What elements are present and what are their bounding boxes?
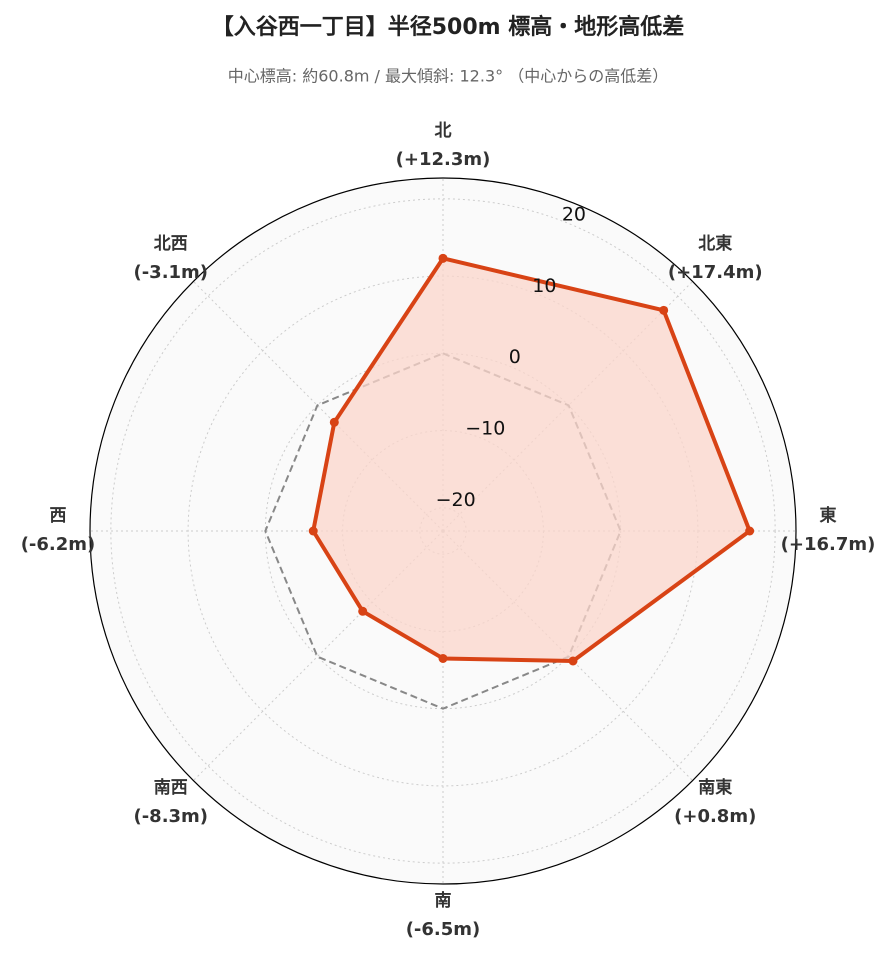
category-label: 東 [820, 505, 837, 526]
category-label: 北西 [154, 234, 188, 254]
y-tick-label: −10 [465, 417, 505, 439]
chart-subtitle: 中心標高: 約60.8m / 最大傾斜: 12.3° （中心からの高低差） [228, 67, 668, 86]
category-label: 西 [50, 506, 67, 526]
data-point [568, 656, 578, 666]
data-point [659, 305, 669, 315]
data-point [438, 653, 448, 663]
category-label: 北 [435, 121, 452, 141]
data-point [358, 606, 368, 616]
value-label: (-3.1m) [133, 262, 208, 283]
chart-title: 【入谷西一丁目】半径500m 標高・地形高低差 [212, 14, 685, 40]
y-tick-label: 20 [562, 203, 586, 225]
grid-circle [110, 198, 776, 864]
category-label: 南東 [698, 777, 732, 798]
grid-spoke [193, 530, 444, 781]
value-label: (-6.5m) [406, 919, 481, 940]
plot-border [89, 177, 797, 885]
data-point [745, 526, 755, 536]
data-point [329, 417, 339, 427]
data-point [308, 526, 318, 536]
category-label: 北東 [698, 233, 732, 254]
value-label: (+17.4m) [668, 262, 763, 283]
value-label: (+12.3m) [396, 149, 491, 170]
y-tick-label: 0 [509, 346, 521, 368]
y-tick-label: −20 [436, 489, 476, 511]
value-label: (+16.7m) [781, 534, 876, 555]
value-label: (-6.2m) [21, 534, 96, 555]
value-label: (+0.8m) [674, 806, 756, 827]
category-label: 南 [435, 890, 452, 911]
grid-spoke [193, 281, 444, 532]
category-label: 南西 [154, 777, 188, 798]
y-tick-label: 10 [532, 275, 556, 297]
data-point [438, 253, 448, 263]
value-label: (-8.3m) [133, 806, 208, 827]
